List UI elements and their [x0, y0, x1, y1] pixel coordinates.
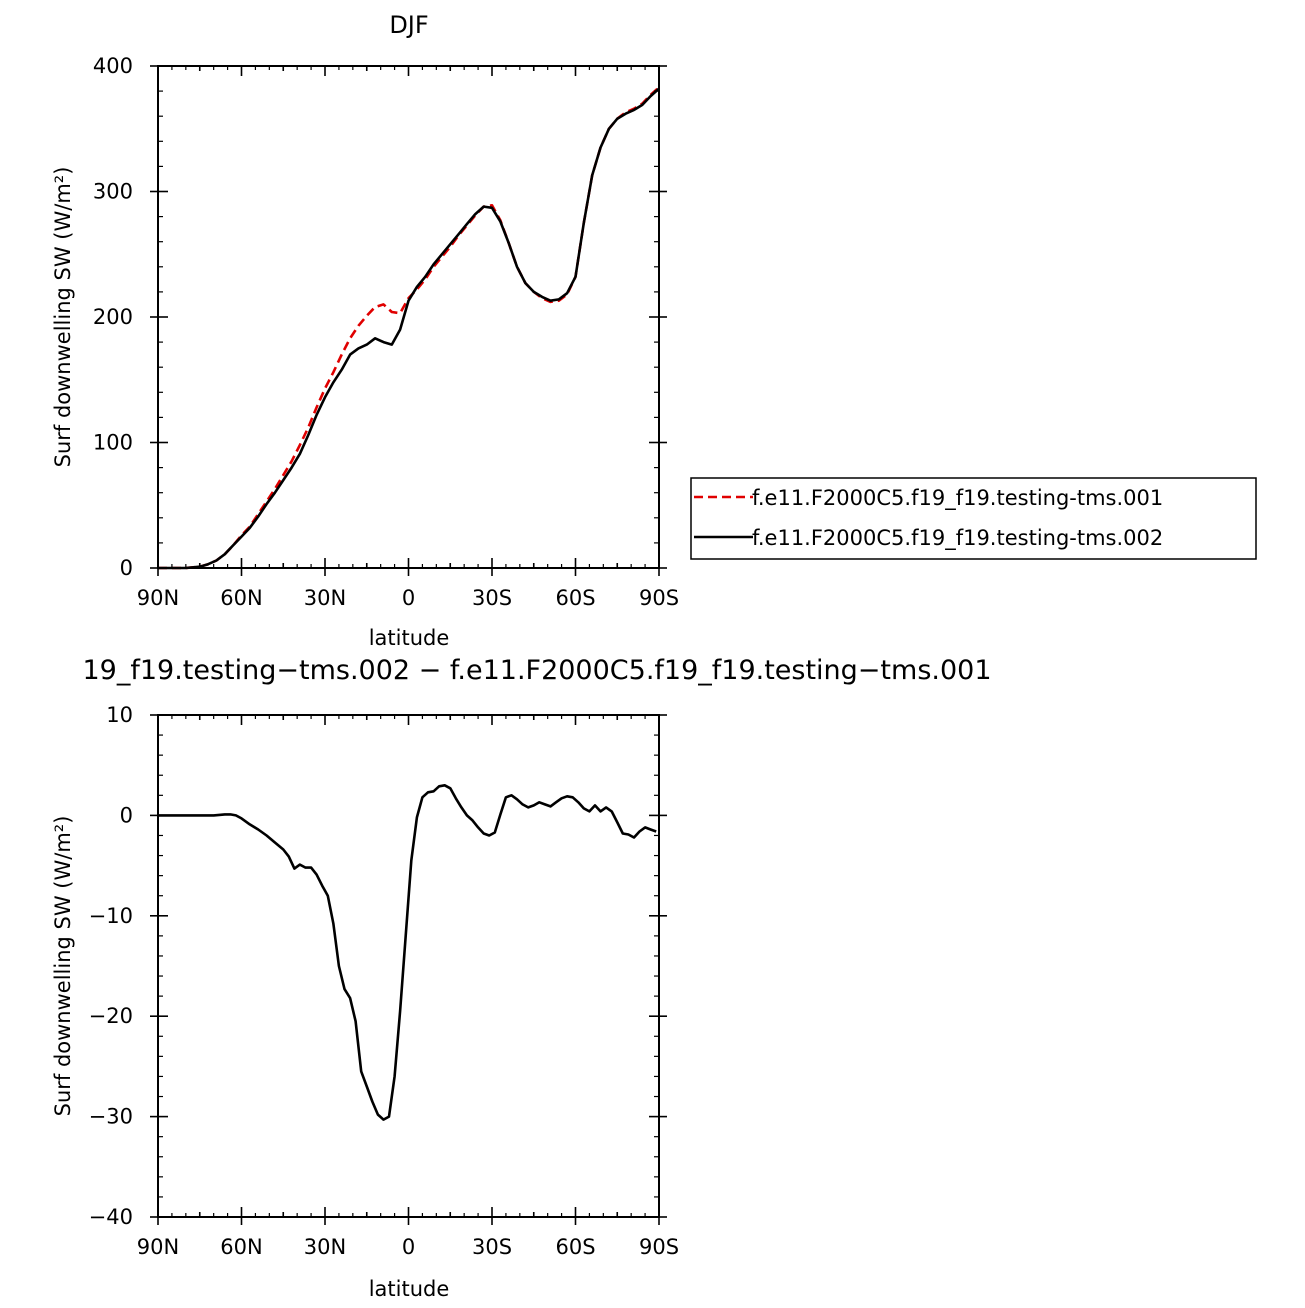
top-x-tick-label: 90N	[137, 586, 179, 610]
bottom-x-tick-label: 0	[402, 1235, 415, 1259]
bottom-x-tick-label: 60S	[555, 1235, 595, 1259]
top-chart-title: DJF	[389, 11, 428, 39]
top-series-lines	[158, 86, 660, 570]
bottom-y-tick-label: −40	[89, 1205, 133, 1229]
top-series-line-2	[158, 87, 660, 570]
top-y-tick-label: 0	[120, 556, 133, 580]
top-x-tick-label: 90S	[639, 586, 679, 610]
bottom-plot-frame	[157, 714, 660, 1218]
bottom-x-axis-label: latitude	[369, 1277, 450, 1301]
legend-label-series-1: f.e11.F2000C5.f19_f19.testing-tms.001	[752, 486, 1163, 511]
bottom-x-tick-label: 60N	[220, 1235, 262, 1259]
legend-box	[690, 477, 1257, 560]
top-x-axis-label: latitude	[369, 626, 450, 650]
top-y-tick-label: 100	[93, 431, 133, 455]
top-y-tick-label: 300	[93, 180, 133, 204]
bottom-panel: 19_f19.testing−tms.002 − f.e11.F2000C5.f…	[51, 655, 992, 1301]
bottom-y-axis-label: Surf downwelling SW (W/m²)	[51, 816, 75, 1117]
bottom-y-tick-label: 0	[120, 803, 133, 827]
bottom-x-tick-label: 30S	[472, 1235, 512, 1259]
bottom-series-lines	[158, 783, 657, 1121]
bottom-y-tick-label: −30	[89, 1105, 133, 1129]
legend-label-series-2: f.e11.F2000C5.f19_f19.testing-tms.002	[752, 526, 1163, 551]
bottom-series-line-1	[158, 783, 657, 1121]
bottom-x-tick-label: 90N	[137, 1235, 179, 1259]
top-x-tick-label: 60N	[220, 586, 262, 610]
top-plot-frame	[157, 65, 660, 569]
top-x-tick-label: 30N	[304, 586, 346, 610]
top-y-axis-label: Surf downwelling SW (W/m²)	[51, 167, 75, 468]
bottom-y-tick-label: 10	[106, 703, 133, 727]
top-panel: DJF 90N 60N 30N 0 30S 60S 90S 0 100 200 300 400 lat…	[51, 11, 1257, 650]
legend: f.e11.F2000C5.f19_f19.testing-tms.001 f.…	[690, 477, 1257, 560]
top-y-tick-label: 400	[93, 54, 133, 78]
bottom-ticks: 90N 60N 30N 0 30S 60S 90S −40 −30 −20 −10 0 10	[89, 703, 679, 1259]
top-x-tick-label: 30S	[472, 586, 512, 610]
top-series-line-1	[158, 86, 660, 570]
top-x-tick-label: 60S	[555, 586, 595, 610]
top-ticks: 90N 60N 30N 0 30S 60S 90S 0 100 200 300 400	[93, 54, 679, 610]
bottom-x-tick-label: 30N	[304, 1235, 346, 1259]
top-x-tick-label: 0	[402, 586, 415, 610]
bottom-y-tick-label: −10	[89, 904, 133, 928]
bottom-x-tick-label: 90S	[639, 1235, 679, 1259]
bottom-chart-title: 19_f19.testing−tms.002 − f.e11.F2000C5.f…	[82, 655, 991, 686]
bottom-y-tick-label: −20	[89, 1004, 133, 1028]
top-y-tick-label: 200	[93, 305, 133, 329]
